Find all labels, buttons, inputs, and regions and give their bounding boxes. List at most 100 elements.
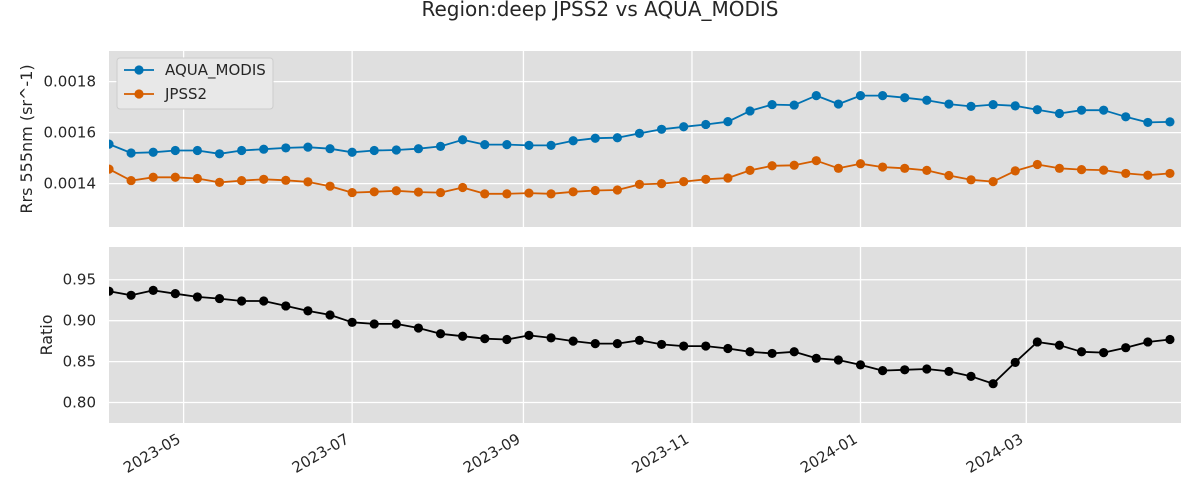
y-axis-label: Ratio [37,314,56,355]
data-point [1076,105,1087,115]
data-point [1143,337,1153,347]
data-point [546,140,556,150]
data-point [612,185,622,195]
data-point [413,144,424,154]
x-tick-label: 2023-07 [289,430,352,477]
data-point [1054,163,1065,173]
data-point [303,142,313,152]
bottom-panel: 0.80 0.85 0.90 0.95 Ratio [37,247,1181,423]
data-point [656,124,667,134]
y-tick-label: 0.0018 [44,73,97,91]
legend-swatch-marker [134,65,144,75]
data-point [988,176,998,187]
data-point [568,336,578,346]
data-point [214,149,225,159]
data-point [612,338,622,349]
y-axis-label: Rrs 555nm (sr^-1) [17,64,36,213]
data-point [1165,168,1175,179]
data-point [148,147,158,157]
x-tick-label: 2024-01 [797,430,860,477]
x-axis: 2023-05 2023-07 2023-09 2023-11 2024-01 2024-… [120,430,1026,477]
data-point [281,175,291,185]
data-point [723,117,733,127]
data-point [369,145,379,156]
plot-background [109,247,1181,423]
data-point [126,175,136,186]
data-point [1121,343,1131,353]
data-point [900,93,910,103]
data-point [192,173,203,184]
data-point [546,333,556,343]
data-point [413,187,424,197]
data-point [480,189,490,199]
data-point [192,292,203,302]
data-point [922,95,932,105]
legend-label: JPSS2 [164,85,207,103]
data-point [767,348,777,359]
x-tick-label: 2024-03 [963,430,1026,477]
data-point [325,181,335,191]
data-point [878,162,888,172]
data-point [413,323,424,333]
data-point [878,91,888,101]
data-point [391,186,401,196]
data-point [391,145,401,155]
data-point [1165,334,1175,345]
data-point [1054,340,1065,350]
data-point [1099,348,1109,358]
data-point [325,144,335,154]
data-point [767,99,777,110]
data-point [833,355,844,365]
data-point [723,343,733,354]
data-point [1032,337,1042,347]
data-point [1054,108,1065,119]
data-point [922,165,932,175]
data-point [701,341,711,351]
data-point [1032,159,1042,170]
data-point [303,306,313,316]
data-point [1121,168,1131,179]
data-point [148,172,158,182]
data-point [811,91,821,101]
data-point [1143,117,1153,128]
chart-title: Region:deep JPSS2 vs AQUA_MODIS [422,0,779,21]
data-point [524,188,534,198]
data-point [369,319,379,329]
data-point [988,99,998,110]
legend-box [116,57,274,110]
data-point [679,122,689,132]
data-point [259,174,269,184]
data-point [811,353,821,363]
data-point [789,160,799,170]
data-point [944,99,954,109]
data-point [745,347,755,357]
data-point [944,366,954,377]
data-point [347,317,357,327]
data-point [1099,165,1109,175]
data-point [214,293,225,304]
data-point [811,156,821,166]
data-point [634,335,645,345]
data-point [502,334,512,345]
data-point [347,147,357,157]
data-point [1010,357,1020,368]
data-point [347,187,357,198]
data-point [656,179,667,189]
data-point [723,173,733,183]
data-point [590,133,600,143]
data-point [855,91,866,101]
data-point [170,172,180,182]
data-point [944,170,954,181]
data-point [922,364,932,374]
data-point [1099,105,1109,115]
data-point [458,135,468,145]
data-point [679,176,689,187]
data-point [435,141,446,151]
y-tick-label: 0.0016 [44,124,97,142]
data-point [966,175,976,185]
y-tick-label: 0.0014 [44,175,97,193]
data-point [435,329,446,339]
data-point [988,379,998,389]
data-point [524,330,534,341]
data-point [458,331,468,341]
